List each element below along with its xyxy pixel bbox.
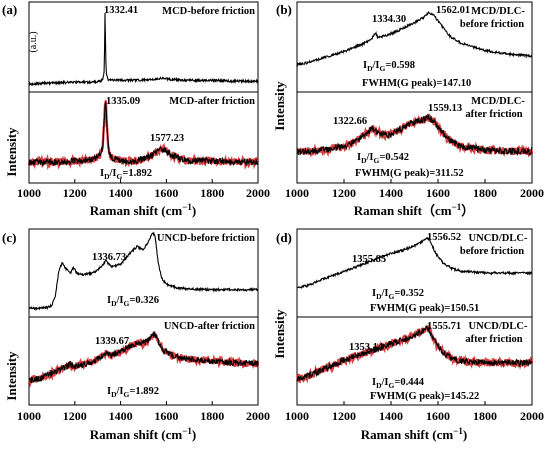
subplot-title: before friction	[460, 19, 524, 30]
subplot-title: before friction	[460, 246, 524, 257]
panel-a: (a) Intensity (a.u.) 1000 1200 1400 1600…	[2, 1, 270, 218]
xtick-label: 1200	[332, 409, 356, 423]
subplot-title: UNCD/DLC-	[469, 321, 528, 332]
fit-line-uncd-after	[27, 331, 260, 388]
subplot-title: MCD/DLC-	[471, 6, 525, 17]
ylabel-c: Intensity	[4, 351, 19, 401]
plot-frame-a-bottom	[28, 91, 259, 184]
peak-label: 1334.30	[372, 14, 406, 25]
id-ig-ratio: ID/IG=0.598	[363, 60, 415, 73]
xtick-label: 1400	[109, 409, 133, 423]
xtick-label: 1800	[473, 409, 497, 423]
peak-label: 1339.67	[95, 336, 129, 347]
xtick-label: 1000	[285, 409, 309, 423]
id-ig-ratio: ID/IG=0.352	[372, 288, 424, 301]
spectrum-line-uncd-after	[28, 331, 259, 384]
id-ig-ratio: ID/IG=0.326	[107, 295, 159, 308]
xtick-label: 1400	[109, 186, 133, 200]
xtick-label: 2000	[246, 409, 270, 423]
panel-label-b: (b)	[276, 2, 292, 17]
xtick-label: 1600	[154, 409, 178, 423]
panel-label-a: (a)	[2, 2, 17, 17]
spectrum-line-uncd-before	[28, 231, 259, 312]
ticks-d	[296, 401, 533, 405]
spectrum-line-uncd-dlc-after	[296, 325, 533, 382]
fwhm-label: FWHM(G peak)=145.22	[370, 391, 479, 402]
xlabel-a: Raman shift (cm−1)	[90, 202, 196, 218]
subplot-title: MCD-before friction	[162, 6, 255, 17]
peak-label: 1322.66	[333, 116, 367, 127]
xtick-label: 1000	[17, 409, 41, 423]
xtick-label: 2000	[246, 186, 270, 200]
peak-label: 1577.23	[150, 133, 184, 144]
peak-label: 1355.85	[352, 254, 386, 265]
peak-label: 1559.13	[428, 103, 462, 114]
subplot-title: MCD/DLC-	[471, 96, 525, 107]
spectrum-line-mcd-dlc-before	[296, 11, 533, 68]
peak-label: 1332.41	[104, 5, 138, 16]
panel-label-c: (c)	[2, 230, 16, 245]
panel-label-d: (d)	[276, 230, 292, 245]
xtick-label: 1200	[63, 409, 87, 423]
id-ig-ratio: ID/IG=1.892	[107, 386, 159, 399]
unit-a-top: (a.u.)	[28, 31, 39, 52]
fwhm-label: FWHM(G peak)=311.52	[355, 168, 464, 179]
xtick-label: 1600	[154, 186, 178, 200]
xtick-label: 2000	[520, 186, 544, 200]
subplot-title: UNCD/DLC-	[469, 233, 528, 244]
peak-label: 1555.71	[427, 321, 461, 332]
plot-frame-b-bottom	[296, 91, 533, 184]
subplot-title: MCD-after friction	[169, 96, 255, 107]
spectrum-line-uncd-dlc-before	[296, 236, 533, 290]
xtick-label: 1800	[200, 409, 224, 423]
fwhm-label: FWHM(G peak)=147.10	[362, 78, 471, 89]
spectrum-line-mcd-after	[28, 101, 259, 167]
peak-label: 1353.14	[349, 342, 384, 353]
peak-label: 1562.01	[436, 5, 470, 16]
ticks-b	[296, 179, 533, 183]
xtick-label: 1000	[285, 186, 309, 200]
id-ig-ratio: ID/IG=0.444	[372, 377, 425, 390]
ylabel-d: Intensity	[272, 309, 287, 359]
xtick-label: 1200	[332, 186, 356, 200]
peak-label: 1336.73	[92, 252, 126, 263]
subplot-title: UNCD-before friction	[157, 233, 255, 244]
id-ig-ratio: ID/IG=1.892	[100, 168, 152, 181]
xtick-label: 1200	[63, 186, 87, 200]
id-ig-ratio: ID/IG=0.542	[357, 152, 409, 165]
ticks-c	[28, 401, 259, 405]
spectrum-line-mcd-dlc-after	[296, 113, 533, 157]
xlabel-c: Raman shift (cm−1)	[90, 426, 196, 442]
xtick-label: 1000	[17, 186, 41, 200]
ylabel-a: Intensity	[4, 127, 19, 177]
xlabel-d: Raman shift (cm−1)	[361, 426, 467, 442]
ylabel-b: Intensity	[272, 81, 287, 131]
xtick-label: 1400	[379, 186, 403, 200]
panel-c: (c) Intensity 1000 1200 1400 1600 1800 2…	[2, 228, 270, 442]
xtick-label: 2000	[520, 409, 544, 423]
xtick-label: 1600	[426, 186, 450, 200]
xtick-label: 1800	[200, 186, 224, 200]
peak-label: 1556.52	[427, 232, 461, 243]
subplot-title: after friction	[465, 109, 522, 120]
fwhm-label: FWHM(G peak)=150.51	[370, 303, 479, 314]
subplot-title: after friction	[465, 334, 522, 345]
panel-b: (b) Intensity 1000 1200 1400 1600 1800 2…	[272, 1, 544, 218]
xtick-label: 1800	[473, 186, 497, 200]
panel-d: (d) Intensity 1000 1200 1400 1600 1800 2…	[272, 228, 544, 442]
xtick-label: 1400	[379, 409, 403, 423]
ticks-a	[28, 179, 259, 183]
peak-label: 1335.09	[106, 96, 140, 107]
subplot-title: UNCD-after friction	[164, 321, 255, 332]
xlabel-b: Raman shift（cm−1）	[354, 202, 475, 218]
xtick-label: 1600	[426, 409, 450, 423]
spectrum-line-mcd-before	[28, 12, 259, 87]
